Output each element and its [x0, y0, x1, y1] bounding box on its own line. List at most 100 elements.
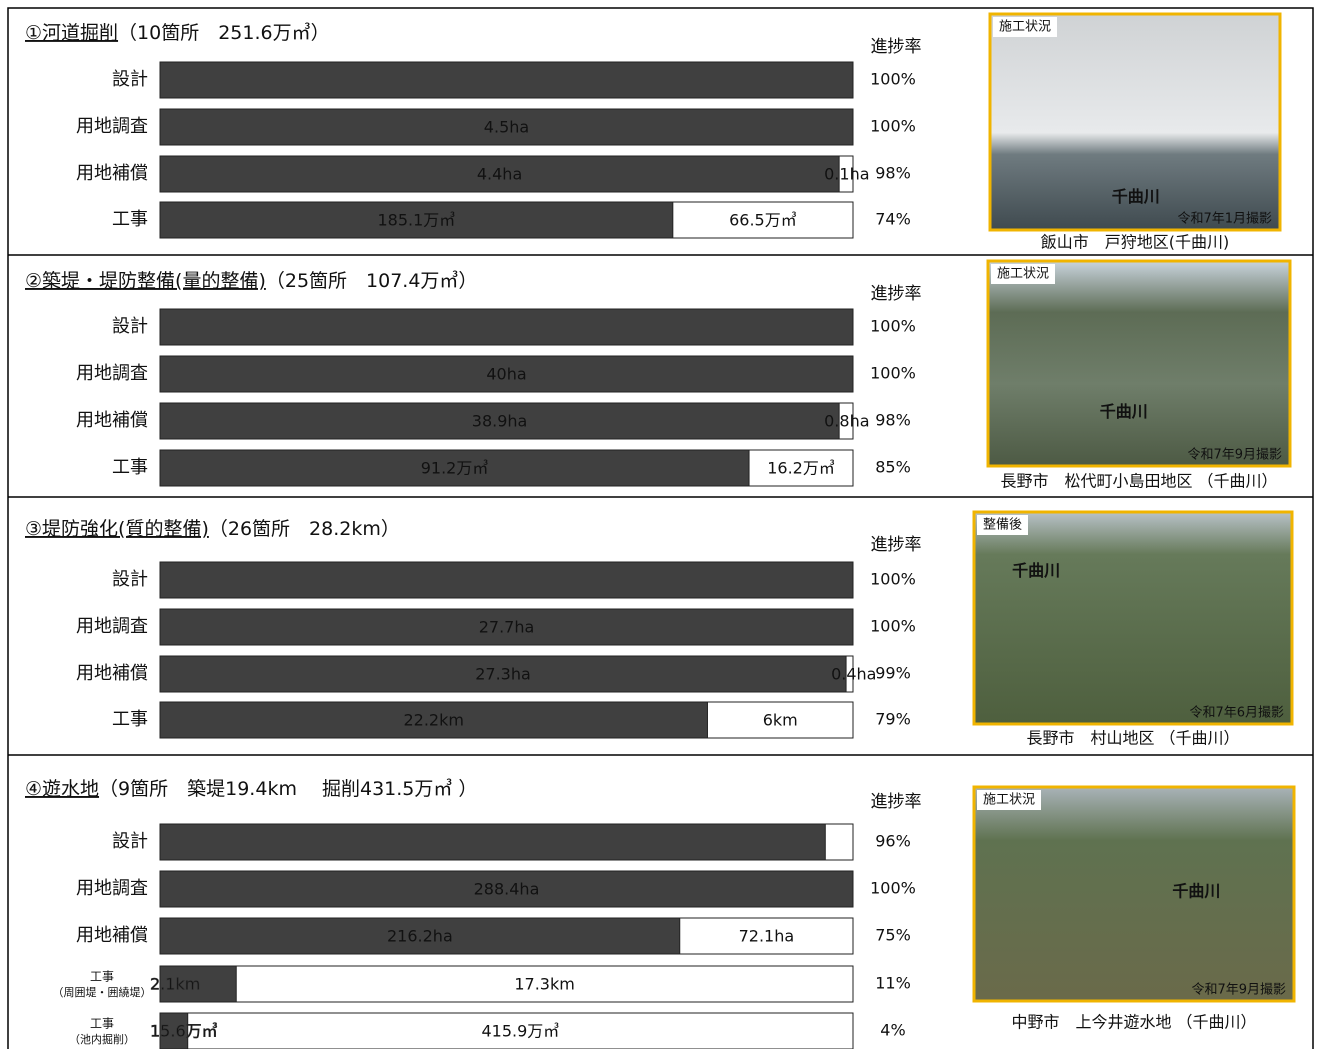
photo	[988, 12, 1282, 232]
row-label: 工事	[112, 709, 148, 730]
section-title: ①河道掘削（10箇所 251.6万㎥）	[25, 22, 330, 44]
row-label: 用地調査	[76, 616, 148, 637]
bar-done	[159, 655, 847, 693]
bar-done	[159, 1012, 189, 1049]
rate-label: 98%	[875, 164, 911, 183]
bar-done-label: 15.6万㎥	[150, 1022, 218, 1041]
row-label: 設計	[112, 831, 148, 852]
section-title-main: ④遊水地	[25, 778, 99, 800]
bar-done	[159, 965, 237, 1003]
photo-tag-box	[977, 790, 1041, 810]
photo-date: 令和7年1月撮影	[1177, 211, 1272, 227]
bar-done	[159, 561, 854, 599]
row-label: 工事	[112, 457, 148, 478]
section-title: ③堤防強化(質的整備)（26箇所 28.2km）	[25, 518, 400, 540]
bar-done	[159, 823, 826, 861]
row-label: 用地調査	[76, 116, 148, 137]
section-title-main: ①河道掘削	[25, 22, 118, 44]
row-label: 用地補償	[76, 663, 148, 684]
row-label: 用地補償	[76, 925, 148, 946]
bar-done	[159, 201, 674, 239]
photo	[972, 785, 1296, 1003]
section-title-main: ②築堤・堤防整備(量的整備)	[25, 270, 266, 292]
section-title-main: ③堤防強化(質的整備)	[25, 518, 209, 540]
rate-label: 100%	[870, 364, 916, 383]
rate-header: 進捗率	[871, 284, 922, 304]
bar-done-label: 40ha	[486, 365, 526, 384]
page-border	[7, 7, 1314, 1049]
bar-done	[159, 108, 854, 146]
bar-done-label: 91.2万㎥	[421, 459, 489, 478]
photo-tag: 施工状況	[997, 267, 1049, 282]
bar-done-label: 27.7ha	[479, 618, 535, 637]
row-label: 設計	[112, 316, 148, 337]
bar-done-label: 288.4ha	[474, 880, 540, 899]
rate-label: 74%	[875, 210, 911, 229]
bar-done	[159, 608, 854, 646]
photo-tag: 施工状況	[999, 20, 1051, 35]
bar-done	[159, 61, 854, 99]
bar-done-label: 27.3ha	[475, 665, 531, 684]
bar-frame	[159, 965, 854, 1003]
photo-date: 令和7年9月撮影	[1191, 982, 1286, 998]
photo-tag-box	[991, 264, 1055, 284]
row-label: 工事	[90, 1017, 114, 1031]
bar-remain-label: 16.2万㎥	[767, 459, 835, 478]
bar-done-label: 22.2km	[403, 711, 463, 730]
section-title-detail: （9箇所 築堤19.4km 掘削431.5万㎥ ）	[99, 778, 477, 800]
bar-done-label: 4.5ha	[484, 118, 529, 137]
rate-label: 100%	[870, 70, 916, 89]
bar-remain-label: 17.3km	[514, 975, 574, 994]
photo-tag: 整備後	[983, 517, 1022, 533]
row-label: 設計	[112, 69, 148, 90]
rate-label: 4%	[880, 1021, 905, 1040]
rate-label: 100%	[870, 617, 916, 636]
photo-caption: 長野市 松代町小島田地区 （千曲川）	[1000, 472, 1277, 491]
photo-river: 千曲川	[1172, 881, 1220, 900]
rate-label: 100%	[870, 317, 916, 336]
rate-header: 進捗率	[871, 792, 922, 812]
bar-remain-label: 6km	[763, 711, 798, 730]
rate-header: 進捗率	[871, 37, 922, 57]
bar-remain-label: 0.8ha	[824, 412, 869, 431]
photo-caption: 中野市 上今井遊水地 （千曲川）	[1011, 1013, 1256, 1032]
row-sublabel: （池内掘削）	[69, 1032, 135, 1046]
rate-label: 11%	[875, 974, 911, 993]
bar-remain-label: 0.1ha	[824, 165, 869, 184]
photo-date: 令和7年9月撮影	[1187, 447, 1282, 463]
rate-header: 進捗率	[871, 535, 922, 555]
bar-remain-label: 72.1ha	[739, 927, 795, 946]
section-title-detail: （25箇所 107.4万㎥）	[266, 270, 478, 292]
bar-done	[159, 449, 750, 487]
rate-label: 100%	[870, 879, 916, 898]
rate-label: 98%	[875, 411, 911, 430]
rate-label: 100%	[870, 570, 916, 589]
rate-label: 96%	[875, 832, 911, 851]
rate-label: 100%	[870, 117, 916, 136]
bar-done	[159, 355, 854, 393]
bar-done	[159, 155, 840, 193]
bar-done-label: 2.1km	[150, 975, 200, 994]
photo-tag: 施工状況	[983, 793, 1035, 808]
photo-caption: 長野市 村山地区 （千曲川）	[1026, 729, 1239, 748]
row-label: 設計	[112, 569, 148, 590]
bar-done	[159, 870, 854, 908]
bar-done	[159, 308, 854, 346]
row-label: 用地調査	[76, 363, 148, 384]
bar-remain-label: 0.4ha	[831, 665, 876, 684]
photo-date: 令和7年6月撮影	[1189, 705, 1284, 721]
bar-done-label: 216.2ha	[387, 927, 453, 946]
rate-label: 79%	[875, 710, 911, 729]
rate-label: 75%	[875, 926, 911, 945]
row-label: 工事	[112, 209, 148, 230]
bar-done-label: 4.4ha	[477, 165, 522, 184]
photo-river: 千曲川	[1100, 402, 1148, 421]
bar-done	[159, 402, 840, 440]
rate-label: 85%	[875, 458, 911, 477]
bar-done-label: 38.9ha	[472, 412, 528, 431]
rate-label: 99%	[875, 664, 911, 683]
bar-remain-label: 66.5万㎥	[729, 211, 797, 230]
bar-done-label: 185.1万㎥	[378, 211, 456, 230]
photo-caption: 飯山市 戸狩地区(千曲川)	[1041, 233, 1230, 252]
